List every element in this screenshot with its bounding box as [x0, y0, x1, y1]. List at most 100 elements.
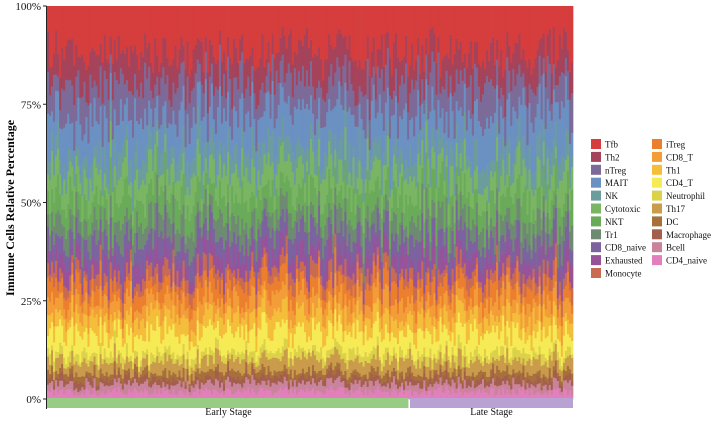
bar-segment-tr1	[285, 191, 289, 209]
bar-segment-exhausted	[506, 234, 509, 258]
bar-segment-ntreg	[154, 84, 157, 108]
bar-segment-neutrophil	[502, 346, 505, 355]
bar-segment-bcell	[477, 384, 481, 390]
bar-segment-tr1	[245, 222, 248, 235]
bar-segment-mait	[469, 118, 473, 161]
bar-segment-cd8_t	[91, 290, 94, 310]
bar-segment-itreg	[210, 268, 214, 293]
bar-segment-cd4_naive	[223, 395, 226, 400]
bar-segment-exhausted	[89, 269, 92, 281]
bar-segment-tr1	[263, 197, 266, 209]
bar-segment-th17	[522, 358, 525, 366]
bar-segment-monocyte	[415, 287, 418, 301]
bar-segment-cd4_t	[57, 326, 60, 353]
bar-segment-ntreg	[378, 77, 382, 95]
bar-segment-tfb	[53, 6, 56, 55]
bar-segment-tfb	[411, 6, 414, 45]
bar-segment-cd4_t	[312, 317, 315, 346]
bar-segment-ntreg	[299, 80, 303, 111]
bar-segment-nk	[492, 160, 495, 177]
bar-segment-th2	[449, 34, 452, 76]
bar-segment-cd8_t	[136, 310, 139, 318]
bar-segment-cd4_t	[214, 327, 218, 338]
bar-segment-nkt	[518, 174, 521, 199]
bar-segment-th17	[95, 364, 98, 378]
bar-segment-cd4_t	[160, 343, 163, 357]
bar-segment-itreg	[314, 278, 317, 296]
bar-segment-mait	[297, 98, 301, 139]
bar-segment-ntreg	[125, 80, 129, 98]
bar-segment-neutrophil	[413, 361, 416, 366]
bar-segment-exhausted	[101, 273, 104, 291]
bar-segment-nkt	[356, 188, 359, 206]
bar-segment-cd8_t	[463, 298, 467, 311]
bar-segment-cd4_naive	[83, 394, 86, 400]
bar-segment-monocyte	[366, 268, 370, 284]
bar-segment-mait	[210, 83, 214, 128]
bar-segment-th2	[459, 41, 463, 71]
bar-segment-ntreg	[53, 74, 56, 122]
bar-segment-mait	[467, 109, 471, 157]
bar-segment-neutrophil	[251, 351, 254, 358]
bar-segment-th2	[512, 52, 515, 70]
bar-segment-cd8_t	[340, 283, 343, 311]
bar-segment-cd4_naive	[524, 393, 527, 400]
bar-segment-bcell	[390, 382, 394, 392]
bar-segment-dc	[65, 373, 68, 382]
bar-segment-mait	[516, 118, 519, 137]
bar-segment-cd8_t	[356, 279, 359, 301]
bar-segment-monocyte	[498, 280, 501, 297]
bar-segment-cd4_t	[427, 331, 430, 357]
bar-segment-th17	[87, 366, 90, 373]
bar-segment-cd8_naive	[261, 220, 264, 240]
bar-segment-cd8_naive	[336, 232, 339, 257]
bar-segment-th1	[166, 308, 169, 335]
bar-segment-cd4_naive	[142, 392, 145, 400]
bar-segment-cd8_naive	[237, 235, 240, 253]
bar-segment-cytotoxic	[463, 138, 467, 174]
bar-segment-neutrophil	[394, 352, 398, 359]
bar-segment-macrophage	[429, 376, 432, 385]
bar-segment-bcell	[502, 380, 505, 388]
bar-segment-nkt	[71, 190, 74, 215]
bar-segment-cd8_naive	[210, 212, 214, 244]
bar-segment-cd4_naive	[433, 389, 436, 400]
bar-segment-cytotoxic	[516, 146, 519, 180]
bar-segment-ntreg	[101, 103, 104, 147]
bar-segment-tfb	[156, 6, 159, 56]
bar-segment-cd4_t	[344, 330, 347, 353]
bar-segment-tr1	[65, 238, 68, 257]
bar-segment-bcell	[342, 380, 345, 388]
bar-segment-cd4_t	[99, 316, 102, 343]
bar-segment-itreg	[399, 280, 402, 302]
bar-segment-ntreg	[437, 52, 440, 101]
bar-segment-dc	[75, 372, 78, 382]
bar-segment-monocyte	[471, 271, 475, 286]
bar-segment-ntreg	[524, 86, 527, 106]
bar-segment-tfb	[142, 6, 145, 58]
bar-segment-cd4_t	[488, 333, 491, 360]
bar-segment-th1	[269, 319, 272, 341]
bar-segment-cd4_naive	[291, 392, 295, 400]
bar-segment-tfb	[299, 6, 303, 41]
bar-segment-nkt	[477, 214, 481, 235]
bar-segment-dc	[469, 376, 473, 381]
bar-segment-cd8_naive	[376, 207, 380, 237]
bar-segment-cd4_naive	[443, 392, 446, 400]
bar-segment-tr1	[340, 207, 343, 221]
bar-segment-exhausted	[166, 248, 169, 260]
bar-segment-dc	[47, 369, 50, 379]
bar-segment-tfb	[520, 6, 523, 60]
bar-segment-cd8_naive	[176, 251, 179, 263]
bar-segment-macrophage	[364, 376, 367, 382]
bar-segment-tr1	[496, 187, 499, 211]
bar-segment-itreg	[289, 285, 293, 300]
bar-segment-cd8_naive	[220, 236, 224, 257]
bar-segment-cd4_t	[441, 332, 444, 359]
bar-segment-monocyte	[121, 302, 125, 319]
bar-segment-dc	[320, 370, 323, 378]
bar-segment-th2	[265, 58, 268, 76]
bar-segment-cd4_t	[182, 333, 185, 344]
bar-segment-th2	[79, 57, 82, 99]
bar-segment-cd8_t	[465, 310, 469, 323]
